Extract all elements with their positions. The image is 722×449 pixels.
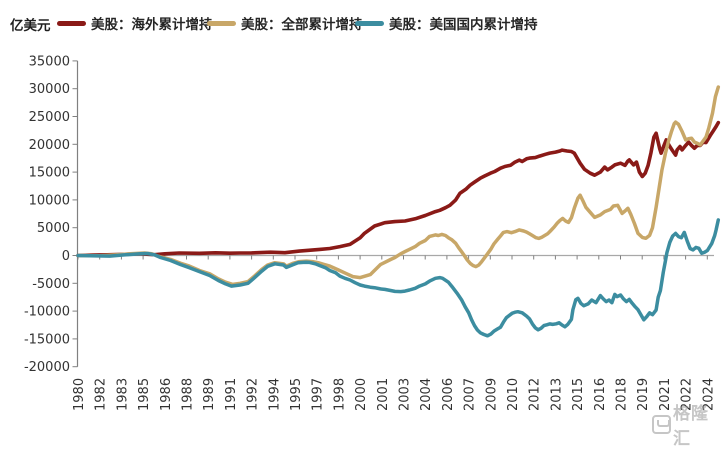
legend-label-domestic: 美股：美国国内累计增持 [389,17,538,33]
x-axis-tick-label: 2000 [354,378,369,411]
watermark: 格隆汇 [652,399,722,449]
legend-swatch-domestic-icon [355,20,384,26]
x-axis-tick-label: 2013 [549,378,564,411]
x-axis-tick-label: 2022 [680,378,695,411]
x-axis-tick-label: 2003 [398,378,413,411]
y-axis-tick-label: 0 [62,249,70,264]
x-axis-tick-label: 1988 [181,378,196,411]
watermark-text: 格隆汇 [673,404,709,449]
y-axis-tick-label: 15000 [29,166,70,181]
x-axis-tick-label: 1994 [267,378,282,411]
legend-label-overseas: 美股：海外累计增持 [91,17,213,33]
y-axis-tick-label: 30000 [29,82,70,97]
y-axis-tick-label: 5000 [37,221,70,236]
legend-swatch-total-icon [207,20,236,26]
x-axis-tick-label: 2012 [528,378,543,411]
watermark-logo-icon [652,414,671,434]
x-axis: 1980 1982 1983 1985 1986 1988 1989 1991 1992 1994… [72,254,716,411]
x-axis-tick-label: 2019 [636,378,651,411]
y-axis-tick-label: 20000 [29,138,70,153]
x-axis-tick-label: 1995 [289,378,304,411]
y-axis-unit-label: 亿美元 [10,18,51,34]
series-line-domestic [76,218,721,338]
x-axis-tick-label: 2004 [419,378,434,411]
x-axis-tick-label: 1985 [137,378,152,411]
x-axis-tick-label: 2007 [463,378,478,411]
y-axis-tick-label: -20000 [24,360,70,375]
y-axis-tick-label: -15000 [24,332,70,347]
x-axis-tick-label: 2021 [658,378,673,411]
legend-label-total: 美股：全部累计增持 [241,17,363,33]
plot-area: 35000 30000 25000 20000 15000 10000 5000 0 -5000… [24,54,721,411]
x-axis-tick-label: 2010 [506,378,521,411]
y-axis-tick-label: -5000 [32,277,70,292]
x-axis-tick-label: 2015 [571,378,586,411]
x-axis-tick-label: 1992 [246,378,261,411]
x-axis-tick-label: 2006 [441,378,456,411]
y-axis-tick-label: -10000 [24,305,70,320]
legend-item-overseas: 美股：海外累计增持 [57,15,213,33]
x-axis-tick-label: 2001 [376,378,391,411]
legend-item-domestic: 美股：美国国内累计增持 [355,15,538,33]
y-axis-tick-label: 35000 [29,54,70,69]
y-axis-tick-label: 10000 [29,193,70,208]
x-axis-tick-label: 1991 [224,378,239,411]
x-axis-tick-label: 1983 [115,378,130,411]
x-axis-tick-label: 2016 [593,378,608,411]
y-axis-tick-label: 25000 [29,110,70,125]
x-axis-tick-label: 1982 [94,378,109,411]
legend-swatch-overseas-icon [57,20,86,26]
y-axis: 35000 30000 25000 20000 15000 10000 5000 0 -5000… [24,54,79,375]
x-axis-tick-label: 1998 [332,378,347,411]
x-axis-tick-label: 2024 [701,378,716,411]
series-line-overseas [76,120,721,258]
x-axis-tick-label: 1997 [311,378,326,411]
x-axis-tick-label: 1980 [72,378,87,411]
x-axis-tick-label: 1989 [202,378,217,411]
x-axis-tick-label: 2018 [615,378,630,411]
x-axis-tick-label: 2009 [484,378,499,411]
legend-item-total: 美股：全部累计增持 [207,15,363,33]
x-axis-tick-label: 1986 [159,378,174,411]
